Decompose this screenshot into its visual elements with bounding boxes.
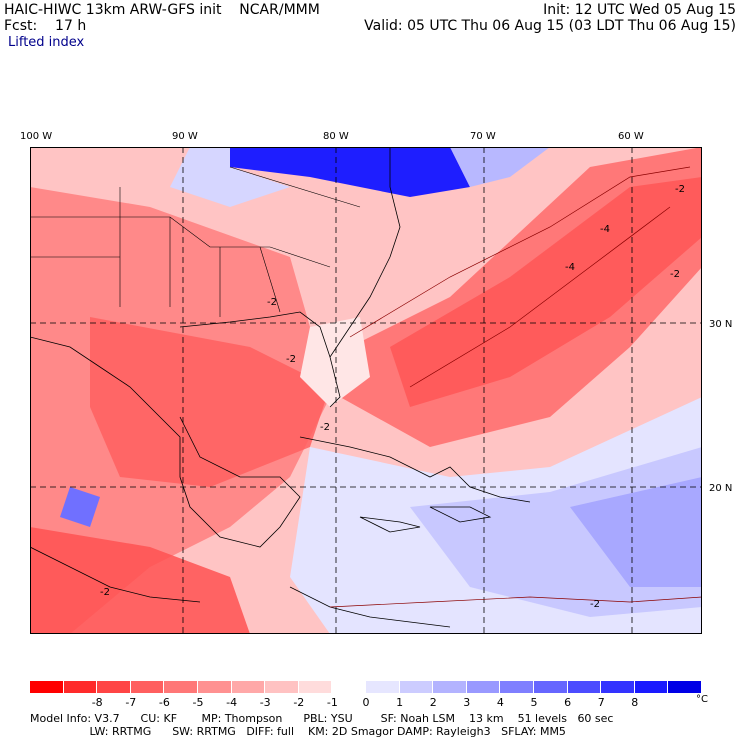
colorbar-tick-label: 2 — [429, 696, 437, 709]
lon-label: 90 W — [172, 131, 198, 142]
field-region — [30, 527, 250, 634]
field-region — [390, 177, 702, 407]
field-region — [90, 317, 330, 487]
colorbar-swatch — [63, 681, 98, 693]
colorbar-swatch — [231, 681, 266, 693]
lat-label: 20 N — [709, 483, 733, 494]
contour-label: -2 — [670, 269, 680, 280]
colorbar-swatch — [164, 681, 198, 693]
colorbar-tick-label: -5 — [192, 696, 204, 709]
header-right-line2: Valid: 05 UTC Thu 06 Aug 15 (03 LDT Thu … — [364, 18, 736, 34]
colorbar-tick-label: -7 — [125, 696, 137, 709]
header-left-line2: Fcst: 17 h — [4, 18, 87, 34]
coastlines — [30, 147, 531, 628]
lon-label: 70 W — [470, 131, 496, 142]
colorbar-swatch — [567, 681, 602, 693]
colorbar-swatch — [433, 681, 467, 693]
lon-label: 80 W — [323, 131, 349, 142]
field-region — [230, 147, 470, 197]
colorbar-swatch — [197, 681, 232, 693]
colorbar-tick-label: 8 — [631, 696, 639, 709]
contour-label: -2 — [286, 354, 296, 365]
colorbar-tick-label: 0 — [362, 696, 370, 709]
contour-label: -2 — [267, 297, 277, 308]
colorbar-swatch — [399, 681, 434, 693]
field-region — [60, 487, 100, 527]
colorbar-tick-label: -1 — [326, 696, 338, 709]
colorbar-swatch — [30, 681, 64, 693]
colorbar-swatch — [265, 681, 299, 693]
contour-label: -2 — [320, 422, 330, 433]
model-info-line1: Model Info: V3.7 CU: KF MP: Thompson PBL… — [30, 712, 614, 725]
field-region — [450, 147, 550, 187]
colorbar-swatch — [332, 681, 366, 693]
colorbar-tick-label: 3 — [463, 696, 471, 709]
contour-label: -2 — [675, 184, 685, 195]
colorbar-tick-label: 1 — [396, 696, 404, 709]
colorbar-tick-label: -4 — [226, 696, 238, 709]
colorbar-swatch — [500, 681, 534, 693]
colorbar-tick-label: -8 — [91, 696, 103, 709]
colorbar-swatch — [365, 681, 400, 693]
header-left-line1: HAIC-HIWC 13km ARW-GFS init NCAR/MMM — [4, 2, 320, 18]
colorbar-swatch — [298, 681, 333, 693]
colorbar-swatch — [97, 681, 131, 693]
graticule — [30, 147, 702, 634]
colorbar-swatch — [601, 681, 635, 693]
colorbar-tick-label: 5 — [530, 696, 538, 709]
field-region — [570, 477, 702, 587]
field-name: Lifted index — [8, 35, 85, 50]
colorbar-tick-label: 7 — [597, 696, 605, 709]
contour-label: -2 — [100, 587, 110, 598]
header-right-line1: Init: 12 UTC Wed 05 Aug 15 — [543, 2, 736, 18]
colorbar-swatch — [533, 681, 568, 693]
colorbar — [30, 681, 702, 693]
field-region — [300, 317, 370, 407]
lon-label: 100 W — [20, 131, 53, 142]
colorbar-tick-label: 6 — [564, 696, 572, 709]
colorbar-swatch — [466, 681, 501, 693]
model-info-line2: LW: RRTMG SW: RRTMG DIFF: full KM: 2D Sm… — [30, 725, 566, 738]
lat-label: 30 N — [709, 319, 733, 330]
colorbar-tick-label: -3 — [259, 696, 271, 709]
lon-label: 60 W — [618, 131, 644, 142]
political-borders — [30, 166, 361, 317]
contours — [329, 166, 702, 608]
lifted-index-map: -2 -2 -2 -2 -4 -4 -2 -2 -2 — [30, 147, 702, 634]
colorbar-swatch — [634, 681, 669, 693]
colorbar-tick-label: 4 — [496, 696, 504, 709]
field-region — [170, 147, 290, 207]
contour-label: -4 — [600, 224, 610, 235]
colorbar-swatch — [668, 681, 702, 693]
colorbar-swatch — [130, 681, 165, 693]
colorbar-tick-label: -6 — [158, 696, 170, 709]
colorbar-unit: °C — [696, 694, 708, 705]
map-frame — [30, 147, 702, 634]
contour-label: -4 — [565, 262, 575, 273]
colorbar-tick-label: -2 — [293, 696, 305, 709]
contour-label: -2 — [590, 599, 600, 610]
